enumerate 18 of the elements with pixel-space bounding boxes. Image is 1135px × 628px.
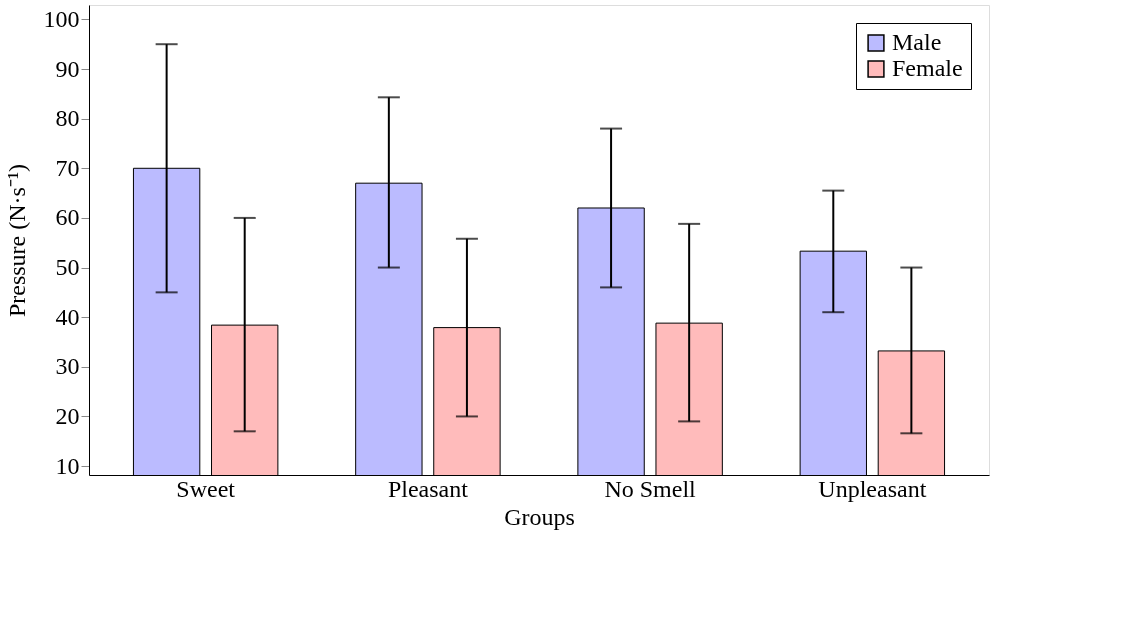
y-tick-label: 90	[55, 55, 80, 82]
legend-label: Female	[892, 55, 963, 81]
x-tick-label: Pleasant	[387, 475, 469, 502]
y-tick-label: 50	[55, 254, 80, 281]
x-tick-label: No Smell	[604, 475, 697, 502]
x-tick-label: Unpleasant	[818, 475, 927, 502]
y-tick-label: 100	[43, 5, 80, 32]
legend-label: Male	[892, 29, 942, 55]
y-tick-label: 80	[55, 105, 80, 132]
y-tick-label: 60	[55, 204, 80, 231]
y-axis-title: Pressure (N·s⁻¹)	[3, 163, 30, 318]
y-tick-label: 10	[55, 452, 80, 479]
x-tick-label: Sweet	[176, 475, 236, 502]
y-tick-label: 70	[55, 154, 80, 181]
y-tick-label: 30	[55, 353, 80, 380]
y-tick-label: 20	[55, 402, 80, 429]
y-tick-label: 40	[55, 303, 80, 330]
x-axis-title: Groups	[504, 503, 575, 530]
